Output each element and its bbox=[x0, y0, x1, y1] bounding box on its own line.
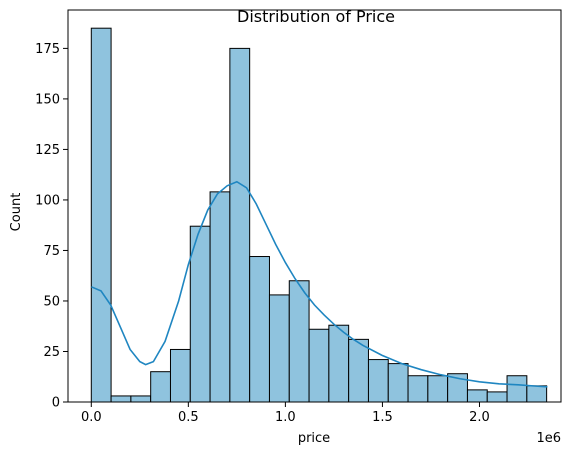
x-tick-label: 1.5 bbox=[372, 410, 393, 425]
histogram-bar bbox=[348, 338, 369, 403]
histogram-bar bbox=[526, 385, 548, 403]
histogram-bar bbox=[150, 371, 171, 403]
histogram-bar bbox=[427, 375, 449, 403]
y-tick-label: 0 bbox=[52, 396, 60, 411]
histogram-bar bbox=[466, 389, 488, 403]
x-axis-offset-label: 1e6 bbox=[536, 431, 561, 446]
plot-frame bbox=[67, 9, 562, 403]
x-tick-label: 1.0 bbox=[275, 410, 296, 425]
bars-group bbox=[90, 27, 548, 403]
histogram-bar bbox=[268, 294, 290, 403]
x-tick-label: 2.0 bbox=[469, 410, 490, 425]
y-tick-label: 150 bbox=[35, 92, 60, 107]
histogram-bar bbox=[169, 348, 191, 403]
histogram-bar bbox=[486, 391, 508, 403]
x-axis-label: price bbox=[298, 431, 330, 446]
x-tick-label: 0.0 bbox=[81, 410, 102, 425]
histogram-bar bbox=[90, 27, 112, 403]
histogram-bar bbox=[130, 395, 152, 403]
histogram-bar bbox=[407, 375, 429, 403]
x-tick-label: 0.5 bbox=[178, 410, 199, 425]
histogram-bar bbox=[229, 47, 251, 403]
y-tick-label: 50 bbox=[43, 294, 60, 309]
y-tick-label: 175 bbox=[35, 42, 60, 57]
histogram-bar bbox=[328, 324, 350, 403]
y-tick-label: 75 bbox=[43, 244, 60, 259]
histogram-bar bbox=[249, 256, 270, 403]
kde-group bbox=[90, 180, 548, 388]
y-axis: 0 25 50 75 100 125 150 175 bbox=[35, 42, 68, 411]
histogram-bar bbox=[288, 280, 310, 403]
histogram-bar bbox=[506, 375, 528, 403]
y-tick-label: 125 bbox=[35, 143, 60, 158]
y-axis-label: Count bbox=[9, 193, 24, 232]
chart-title: Distribution of Price bbox=[237, 7, 395, 26]
y-tick-label: 100 bbox=[35, 193, 60, 208]
histogram-bar bbox=[387, 363, 409, 403]
histogram-bar bbox=[189, 225, 211, 403]
y-tick-label: 25 bbox=[43, 345, 60, 360]
histogram-bar bbox=[110, 395, 132, 403]
histogram-bar bbox=[367, 359, 389, 403]
x-axis: 0.0 0.5 1.0 1.5 2.0 bbox=[81, 402, 490, 425]
histogram-bar bbox=[308, 328, 330, 403]
kde-line bbox=[90, 180, 548, 388]
histogram-bar bbox=[209, 191, 231, 403]
